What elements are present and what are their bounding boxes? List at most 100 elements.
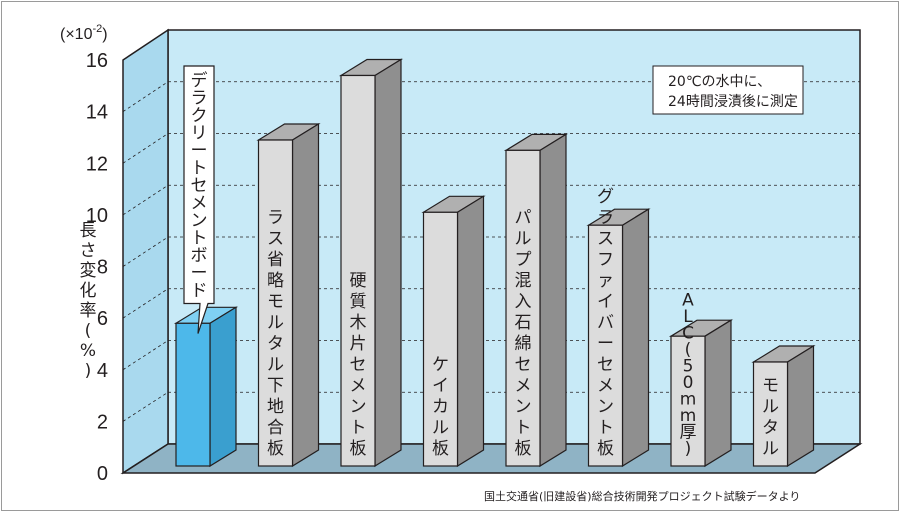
category-label-char: ラ: [267, 208, 284, 228]
callout-box: [183, 65, 215, 334]
category-label-char: モ: [267, 292, 284, 312]
category-label-char: 略: [267, 271, 284, 291]
category-label-char: 板: [350, 439, 367, 459]
bar-front: [752, 361, 789, 467]
bar-side: [209, 306, 237, 468]
annotation-line-2: 24時間浸漬後に測定: [668, 94, 798, 110]
category-label-char: グ: [597, 187, 614, 207]
bar-side: [704, 319, 732, 468]
bar-front: [340, 74, 376, 467]
category-label-char: カ: [432, 397, 449, 417]
category-label-char: デ: [191, 70, 208, 91]
category-label-char: セ: [191, 176, 208, 196]
bar-side: [786, 344, 815, 468]
bar: [338, 58, 404, 468]
category-label-char: パ: [515, 208, 532, 228]
category-label-char: 下: [267, 376, 284, 396]
category-label-char: 綿: [515, 334, 532, 354]
category-label-char: 板: [597, 439, 614, 459]
category-label-char: タ: [762, 418, 779, 438]
category-label-char: 板: [432, 439, 449, 459]
source-credit: 国土交通省(旧建設省)総合技術開発プロジェクト試験データより: [484, 489, 800, 503]
bar-front: [670, 335, 706, 467]
category-label-char: ): [685, 439, 692, 459]
category-label-char: リ: [191, 124, 208, 144]
category-label-char: ァ: [597, 271, 614, 291]
bar: [421, 195, 486, 468]
category-label-char: ラ: [191, 89, 208, 109]
bar-front: [257, 139, 294, 467]
bar-side: [539, 133, 567, 468]
y-axis-title: 長さ変化率(%): [80, 221, 97, 381]
gridline-side: [122, 236, 169, 267]
gridline-side: [122, 184, 169, 216]
bar: [586, 208, 651, 468]
category-label-char: タ: [267, 334, 284, 354]
category-label-char: ン: [191, 211, 208, 231]
category-label-char: メ: [597, 376, 614, 396]
y-tick-label: 8: [97, 257, 108, 279]
multiplier-exponent: -2: [92, 23, 102, 35]
category-label-char: ト: [597, 418, 614, 438]
y-tick-label: 14: [86, 102, 108, 124]
bar-side: [291, 122, 320, 468]
category-label-char: 片: [350, 334, 367, 354]
y-axis-ticks: 0 2 4 6 8 10 12 14 16: [86, 50, 108, 485]
y-tick-label: 4: [97, 360, 108, 382]
annotation-box: [652, 65, 804, 115]
category-label-char: メ: [191, 194, 208, 214]
category-label-char: 板: [267, 439, 284, 459]
category-label-char: C: [682, 324, 694, 344]
y-tick-label: 6: [97, 308, 108, 330]
bar: [503, 133, 569, 468]
y-tick-label: 12: [86, 153, 108, 175]
category-label-char: ド: [191, 281, 208, 301]
bar-front: [587, 224, 624, 467]
category-label-char: m: [680, 406, 697, 426]
category-label-char: ト: [191, 159, 208, 179]
category-label-char: ル: [762, 397, 779, 417]
bar: [173, 306, 239, 468]
category-label-char: メ: [350, 376, 367, 396]
category-label-char: 木: [350, 313, 367, 333]
category-label-char: ト: [515, 418, 532, 438]
category-label-char: m: [680, 390, 697, 410]
category-label-char: 石: [515, 313, 532, 333]
category-label-char: (: [685, 340, 692, 360]
category-label-char: ル: [267, 355, 284, 375]
bar-side: [621, 208, 650, 468]
category-label-char: ル: [762, 439, 779, 459]
category-label-char: 5: [683, 357, 694, 377]
bar-side: [456, 195, 485, 468]
category-label-char: 混: [515, 271, 532, 291]
category-label-char: A: [682, 291, 694, 311]
category-label-char: ン: [597, 397, 614, 417]
category-label-char: ク: [191, 106, 208, 126]
bar-front: [422, 211, 459, 467]
category-label-char: ー: [191, 141, 208, 161]
gridline-side: [122, 288, 169, 319]
y-tick-label: 10: [86, 205, 108, 227]
category-label-char: 硬: [350, 271, 367, 291]
category-label-char: ル: [515, 229, 532, 249]
axis-multiplier: (×10-2): [60, 23, 108, 43]
category-label-char: イ: [432, 376, 449, 396]
category-label-char: セ: [515, 355, 532, 375]
category-label-char: ト: [350, 418, 367, 438]
category-label-char: 合: [267, 418, 284, 438]
category-label-char: L: [683, 307, 693, 327]
bar-side: [374, 58, 402, 468]
bar-labels: デラクリートセメントボードラス省略モルタル下地合板硬質木片セメント板ケイカル板パ…: [183, 65, 779, 459]
category-label-char: メ: [515, 376, 532, 396]
category-label-char: ス: [267, 229, 284, 249]
category-label-char: 省: [267, 250, 284, 270]
gridline-side: [122, 391, 169, 422]
category-label-char: プ: [515, 250, 532, 270]
category-label-char: モ: [762, 376, 779, 396]
category-label-char: ン: [350, 397, 367, 417]
category-label-char: 入: [515, 292, 532, 312]
category-label-char: ケ: [432, 355, 449, 375]
category-label-char: フ: [597, 250, 614, 270]
